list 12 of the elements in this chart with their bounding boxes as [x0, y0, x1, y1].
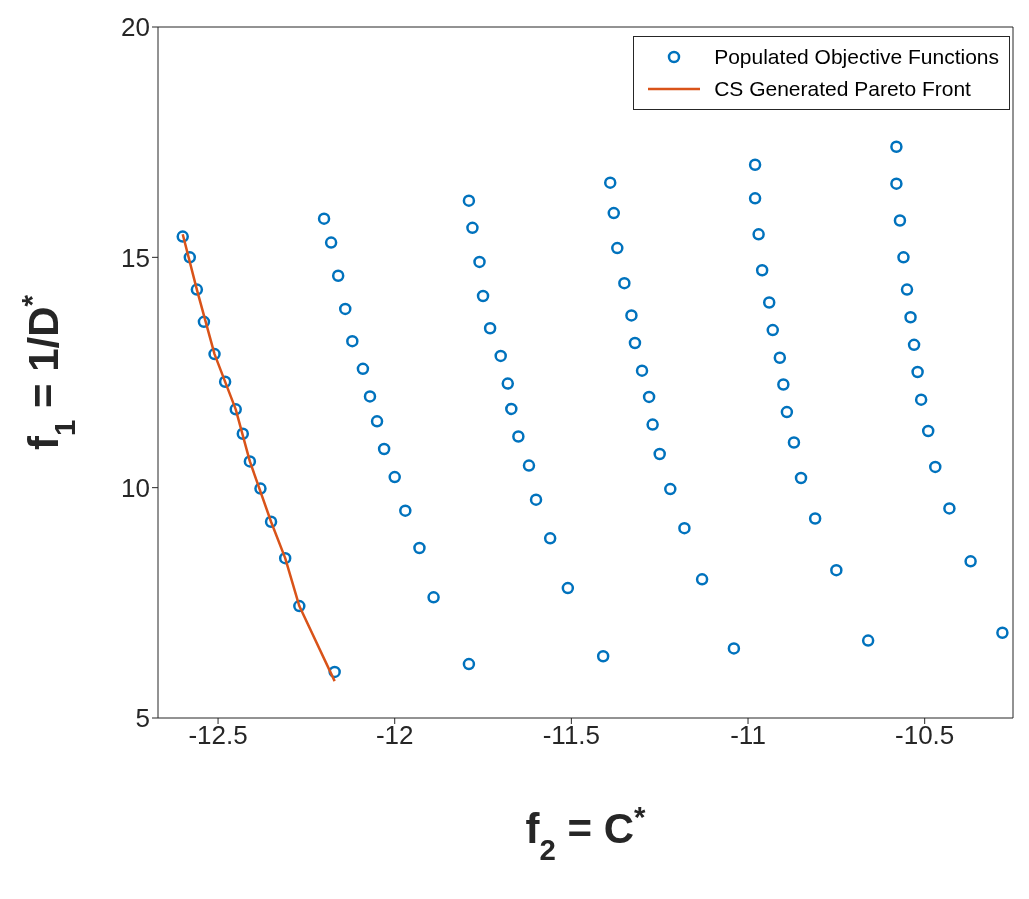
y-tick-label: 15: [121, 242, 150, 273]
x-tick-label: -12.5: [188, 720, 248, 751]
x-tick-label: -11.5: [542, 720, 601, 751]
legend-label: Populated Objective Functions: [714, 45, 999, 69]
legend-label: CS Generated Pareto Front: [714, 77, 971, 101]
x-axis-title: f$_{2}$ = C$^{*}$: [525, 799, 647, 866]
y-tick-label: 10: [121, 472, 150, 503]
y-tick-label: 5: [135, 703, 150, 734]
x-tick-label: -10.5: [895, 720, 955, 751]
x-tick-label: -12: [375, 720, 414, 751]
x-tick-label: -11: [730, 720, 766, 751]
y-tick-label: 20: [121, 12, 150, 43]
